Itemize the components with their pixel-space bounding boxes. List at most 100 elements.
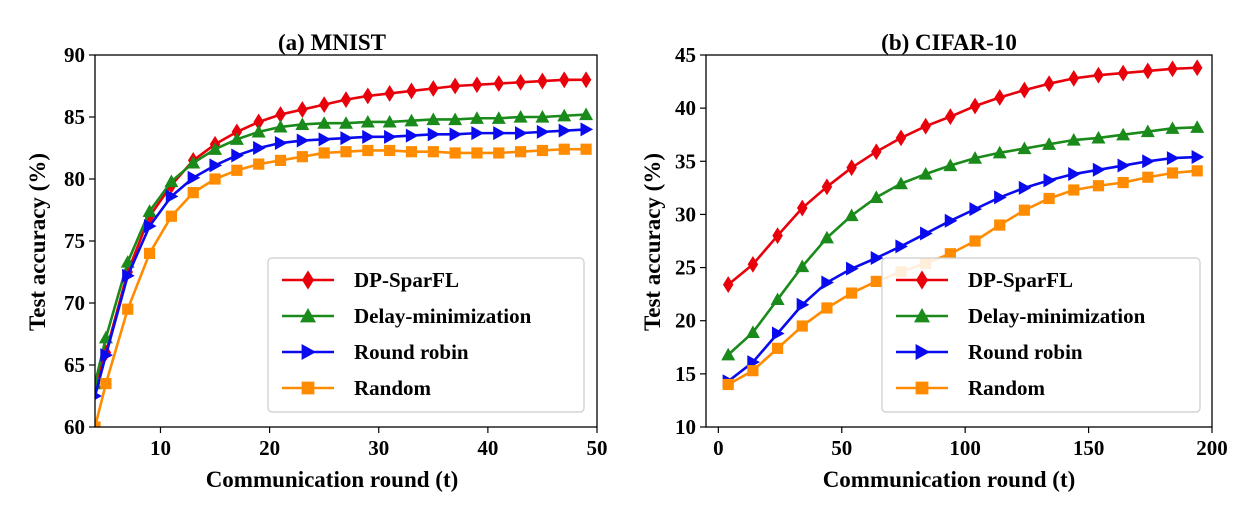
marker [95,392,102,400]
marker [969,97,981,115]
marker [426,112,441,126]
marker [1092,162,1106,177]
marker [771,342,784,354]
marker [770,292,785,306]
marker [362,129,375,144]
y-tick-label: 45 [675,43,696,67]
panel-mnist: (a) MNIST Communication round (t) Test a… [25,30,608,492]
plot-area [95,71,594,427]
marker [1043,192,1055,205]
marker [559,71,570,89]
marker [821,178,833,196]
panel-cifar: (b) CIFAR-10 Communication round (t) Tes… [640,30,1228,492]
marker [297,101,308,118]
marker [537,72,548,90]
y-tick-label: 20 [675,309,696,333]
marker [318,132,332,147]
marker [384,85,395,102]
marker [944,213,958,228]
marker [747,365,759,377]
marker [275,106,286,123]
marker [722,276,734,293]
marker [1043,173,1057,188]
marker [164,174,179,188]
marker [558,123,572,138]
marker [469,111,484,124]
marker [515,146,527,158]
marker [992,145,1007,159]
y-tick-label: 80 [64,167,85,191]
y-tick-label: 90 [64,43,85,67]
marker [1167,60,1178,78]
marker [1019,81,1030,99]
marker [870,251,884,266]
marker [302,270,314,290]
chart-title: (a) MNIST [278,30,386,55]
marker [1018,180,1032,195]
marker [895,129,907,147]
marker [1140,124,1155,138]
marker [449,127,463,142]
legend-label: Random [968,376,1046,400]
marker [772,227,783,245]
marker [1068,69,1080,87]
marker [945,108,956,126]
marker [821,302,833,314]
marker [969,202,983,217]
series-round-robin [722,150,1205,389]
marker [274,154,287,166]
marker [143,219,157,234]
legend-label: DP-SparFL [354,268,459,292]
y-tick-label: 10 [675,415,696,439]
legend: DP-SparFL Delay-minimization Round robin Ra… [267,257,585,413]
marker [340,146,352,158]
legend-label: Round robin [354,340,469,364]
marker [1043,75,1055,93]
y-tick-label: 75 [64,229,85,253]
marker [100,348,113,363]
marker [186,155,201,169]
marker [1116,127,1131,141]
marker [969,235,981,247]
marker [301,344,316,360]
marker [895,239,908,254]
marker [300,308,316,323]
x-tick-label: 0 [713,436,724,460]
marker [846,287,858,299]
marker [1068,184,1080,196]
marker [535,110,550,123]
x-tick-label: 50 [587,436,608,460]
marker [1117,64,1129,82]
marker [449,147,461,159]
marker [1117,158,1131,173]
x-tick-label: 20 [259,436,280,460]
marker [340,131,353,146]
marker [1165,121,1180,134]
marker [869,190,884,204]
marker [120,255,135,268]
marker [579,107,594,121]
x-tick-label: 150 [1073,436,1105,460]
marker [1142,62,1154,80]
marker [580,122,594,137]
marker [944,248,956,260]
marker [915,344,930,360]
marker [296,133,310,148]
marker [122,303,134,315]
marker [915,381,929,395]
y-tick-label: 25 [675,256,696,280]
marker [493,147,505,159]
legend-frame [881,257,1201,413]
marker [557,108,572,122]
marker [404,113,419,127]
x-axis-label: Communication round (t) [206,467,459,492]
marker [920,117,931,135]
marker [1068,167,1081,182]
marker [745,325,760,339]
marker [360,114,375,128]
marker [920,226,933,241]
marker [340,91,352,109]
marker [362,144,374,157]
x-axis-label: Communication round (t) [823,467,1076,492]
marker [1142,154,1155,169]
